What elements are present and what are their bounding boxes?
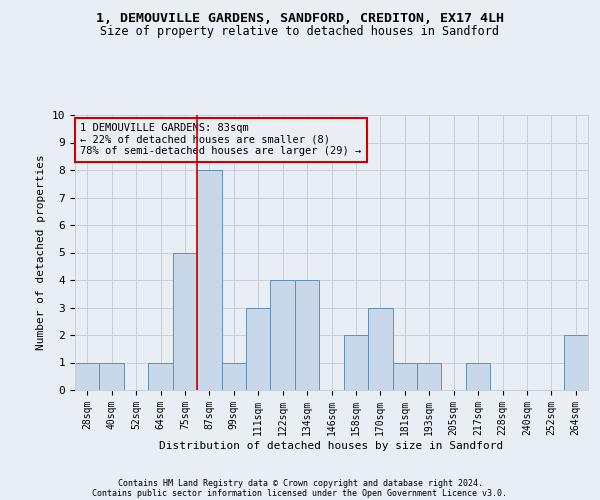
- Text: 1 DEMOUVILLE GARDENS: 83sqm
← 22% of detached houses are smaller (8)
78% of semi: 1 DEMOUVILLE GARDENS: 83sqm ← 22% of det…: [80, 123, 361, 156]
- Bar: [392, 362, 417, 390]
- Bar: [563, 335, 588, 390]
- Bar: [100, 362, 124, 390]
- Text: Contains HM Land Registry data © Crown copyright and database right 2024.: Contains HM Land Registry data © Crown c…: [118, 478, 482, 488]
- Bar: [368, 308, 392, 390]
- Bar: [344, 335, 368, 390]
- Bar: [148, 362, 173, 390]
- Bar: [246, 308, 271, 390]
- Bar: [75, 362, 100, 390]
- Bar: [466, 362, 490, 390]
- Bar: [173, 252, 197, 390]
- Y-axis label: Number of detached properties: Number of detached properties: [36, 154, 46, 350]
- Text: Size of property relative to detached houses in Sandford: Size of property relative to detached ho…: [101, 25, 499, 38]
- Bar: [197, 170, 221, 390]
- Bar: [417, 362, 442, 390]
- Bar: [295, 280, 319, 390]
- Bar: [271, 280, 295, 390]
- Bar: [221, 362, 246, 390]
- Text: Contains public sector information licensed under the Open Government Licence v3: Contains public sector information licen…: [92, 488, 508, 498]
- X-axis label: Distribution of detached houses by size in Sandford: Distribution of detached houses by size …: [160, 440, 503, 450]
- Text: 1, DEMOUVILLE GARDENS, SANDFORD, CREDITON, EX17 4LH: 1, DEMOUVILLE GARDENS, SANDFORD, CREDITO…: [96, 12, 504, 26]
